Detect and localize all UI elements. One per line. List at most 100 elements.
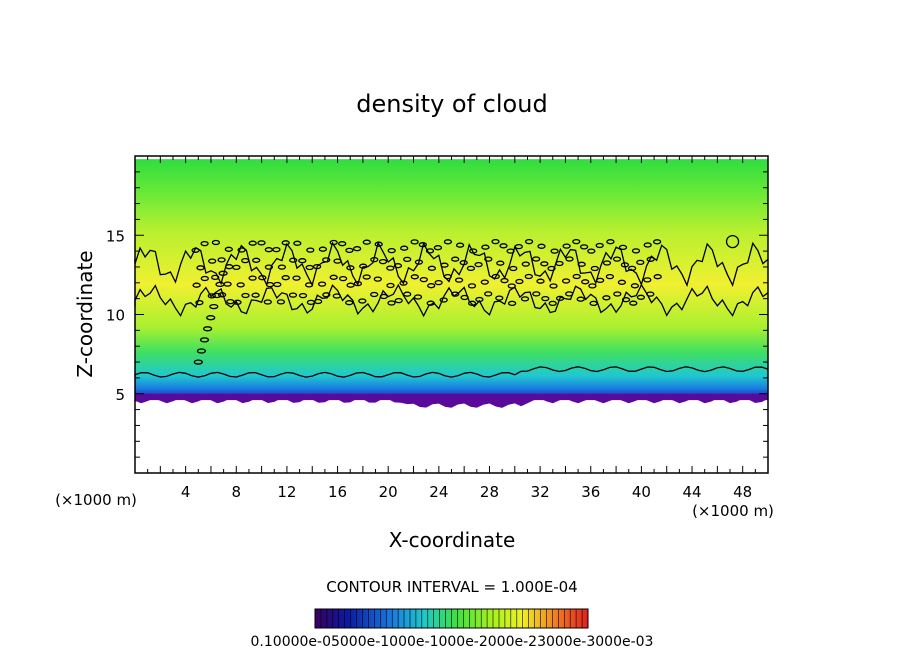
contour-interval-note: CONTOUR INTERVAL = 1.000E-04	[326, 578, 577, 596]
contour-cell	[192, 282, 201, 288]
x-tick-label: 48	[733, 483, 752, 501]
contour-cell	[215, 281, 225, 288]
contour-cell	[499, 243, 508, 249]
contour-cell	[537, 243, 546, 249]
contour-cell	[590, 265, 599, 272]
contour-cell	[520, 296, 530, 302]
contour-lines	[134, 234, 769, 378]
contour-cell	[394, 297, 403, 304]
contour-cell	[304, 282, 314, 288]
contour-cell	[378, 258, 388, 265]
contour-cell	[217, 257, 226, 263]
contour-cell	[211, 239, 221, 246]
contour-cell	[332, 293, 341, 299]
contour-cell	[555, 295, 565, 302]
contour-cell	[218, 270, 228, 276]
contour-cell	[480, 279, 489, 285]
y-tick-label: 5	[115, 386, 125, 404]
contour-cell	[507, 300, 517, 307]
cloud-density-field	[135, 159, 768, 401]
contour-cell	[386, 282, 395, 289]
contour-cell	[212, 292, 222, 299]
contour-cell	[241, 292, 250, 299]
y-tick-label: 10	[106, 307, 125, 325]
contour-cell	[410, 239, 419, 245]
contour-cell	[264, 264, 274, 270]
x-tick-label: 16	[328, 483, 347, 501]
contour-cell	[289, 257, 298, 263]
contour-cell	[207, 293, 216, 299]
contour-cell	[524, 238, 534, 245]
contour-cell	[646, 291, 655, 297]
contour-cell	[273, 281, 282, 288]
contour-cell	[196, 348, 207, 354]
contour-cell	[399, 280, 408, 286]
contour-cell	[353, 280, 363, 287]
contour-cell	[636, 259, 645, 266]
contour-cell	[410, 274, 419, 280]
contour-cell	[507, 283, 516, 289]
contour-cell	[621, 297, 631, 303]
contour-cell	[414, 259, 424, 265]
contour-cell	[313, 298, 323, 305]
contour-cell	[298, 292, 308, 299]
contour-cell	[199, 337, 210, 343]
contour-cell	[581, 279, 590, 285]
colorbar	[314, 608, 589, 629]
x-tick-label: 36	[581, 483, 600, 501]
x-tick-label: 8	[232, 483, 242, 501]
contour-cell	[251, 292, 260, 298]
contour-cell	[613, 291, 622, 297]
contour-cell	[455, 242, 465, 248]
contour-cell	[352, 246, 362, 252]
contour-cell	[322, 257, 331, 263]
contour-cell	[576, 296, 585, 302]
x-tick-label: 32	[531, 483, 550, 501]
contour-cell	[561, 278, 571, 284]
y-axis: 5 10 15	[106, 171, 768, 458]
contour-cell	[257, 240, 266, 246]
contour-cell	[358, 298, 367, 304]
contour-cell	[652, 239, 662, 245]
x-tick-label: 12	[277, 483, 296, 501]
contour-cell	[439, 297, 448, 303]
contour-cell	[200, 275, 209, 282]
contour-upper	[134, 241, 769, 288]
contour-cell	[413, 294, 423, 300]
contour-cell	[233, 299, 242, 305]
contour-cell	[434, 279, 443, 286]
contour-cell	[419, 276, 428, 283]
contour-cell	[491, 273, 500, 280]
x-tick-label: 40	[632, 483, 651, 501]
contour-cell	[496, 260, 505, 266]
x-tick-label: 28	[480, 483, 499, 501]
contour-cell	[426, 300, 435, 306]
contour-cell	[393, 263, 403, 269]
contour-cell	[370, 256, 379, 263]
x-tick-label: 24	[429, 483, 448, 501]
contour-cell	[606, 239, 615, 245]
contour-cell	[379, 293, 388, 300]
contour-cell	[236, 282, 245, 288]
contour-cell	[373, 276, 382, 282]
contour-cell	[509, 265, 518, 272]
contour-cell	[531, 256, 541, 262]
contour-cell	[318, 246, 328, 252]
contour-cell	[333, 258, 342, 264]
contour-cell	[605, 273, 615, 280]
contour-cell	[620, 262, 630, 268]
contour-cell	[451, 291, 460, 297]
contour-cell	[443, 273, 452, 280]
contour-cell	[495, 295, 504, 301]
contour-cell	[484, 256, 493, 262]
contour-cell	[514, 243, 523, 250]
contour-cell	[370, 291, 379, 298]
contour-cell	[196, 265, 205, 271]
contour-cell	[346, 282, 355, 288]
contour-cell	[555, 260, 564, 267]
contour-cell	[338, 241, 347, 247]
x-tick-label: 44	[682, 483, 701, 501]
contour-cell	[281, 275, 290, 281]
